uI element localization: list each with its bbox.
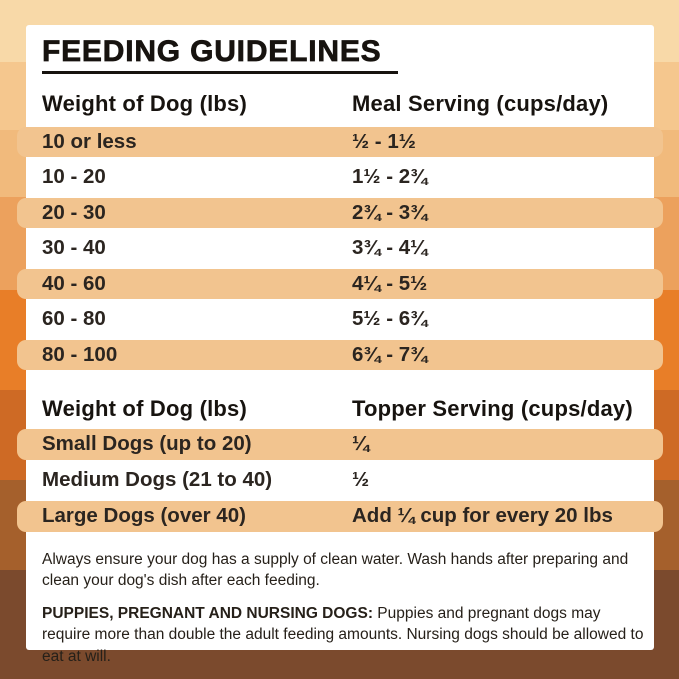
serving-cell: ½ - 1½ <box>352 129 416 153</box>
guidelines-card: FEEDING GUIDELINES Weight of Dog (lbs) M… <box>17 25 663 665</box>
puppies-note-lead: PUPPIES, PREGNANT AND NURSING DOGS: <box>42 604 373 622</box>
serving-cell: 3¾ - 4¼ <box>352 236 428 260</box>
table-row: 30 - 40 3¾ - 4¼ <box>26 231 654 267</box>
table-row: 80 - 100 6¾ - 7¾ <box>17 337 663 373</box>
serving-cell: Add ¼ cup for every 20 lbs <box>352 504 613 527</box>
table-row: 10 - 20 1½ - 2¾ <box>26 160 654 196</box>
water-note: Always ensure your dog has a supply of c… <box>42 549 646 592</box>
row-stripe <box>17 428 663 460</box>
row-stripe <box>17 304 663 335</box>
row-stripe <box>17 268 663 299</box>
footnotes: Always ensure your dog has a supply of c… <box>42 549 646 678</box>
page-title: FEEDING GUIDELINES <box>42 35 382 69</box>
meal-table-body: 10 or less ½ - 1½ 10 - 20 1½ - 2¾ 20 - 30 2¾ … <box>17 124 663 373</box>
puppies-note-text: Puppies and pregnant dogs may require mo… <box>42 604 644 665</box>
weight-cell: 20 - 30 <box>42 200 106 224</box>
column-header-topper-serving: Topper Serving (cups/day) <box>352 396 633 421</box>
serving-cell: 4¼ - 5½ <box>352 271 428 295</box>
row-stripe <box>17 126 663 157</box>
serving-cell: 1½ - 2¾ <box>352 165 428 189</box>
row-stripe <box>17 233 663 264</box>
weight-cell: 80 - 100 <box>42 342 118 366</box>
serving-cell: 6¾ - 7¾ <box>352 342 428 366</box>
meal-table-header: Weight of Dog (lbs) Meal Serving (cups/d… <box>26 91 654 117</box>
row-stripe <box>17 162 663 193</box>
weight-cell: Large Dogs (over 40) <box>42 504 246 527</box>
topper-table-body: Small Dogs (up to 20) ¼ Medium Dogs (21 to… <box>17 426 663 534</box>
serving-cell: ¼ <box>352 432 370 455</box>
water-note-text: Always ensure your dog has a supply of c… <box>42 551 629 590</box>
serving-cell: ½ <box>352 468 370 491</box>
weight-cell: 10 or less <box>42 129 137 153</box>
serving-cell: 5½ - 6¾ <box>352 307 428 331</box>
weight-cell: 10 - 20 <box>42 165 106 189</box>
weight-cell: Small Dogs (up to 20) <box>42 432 252 455</box>
puppies-note: PUPPIES, PREGNANT AND NURSING DOGS: Pupp… <box>42 603 646 667</box>
row-stripe <box>17 197 663 228</box>
column-header-weight: Weight of Dog (lbs) <box>42 91 248 116</box>
table-row: Small Dogs (up to 20) ¼ <box>17 426 663 462</box>
table-row: 20 - 30 2¾ - 3¾ <box>17 195 663 231</box>
weight-cell: Medium Dogs (21 to 40) <box>42 468 273 491</box>
topper-table-header: Weight of Dog (lbs) Topper Serving (cups… <box>26 396 654 422</box>
table-row: Large Dogs (over 40) Add ¼ cup for every … <box>17 498 663 534</box>
table-row: 60 - 80 5½ - 6¾ <box>26 302 654 338</box>
table-row: 10 or less ½ - 1½ <box>17 124 663 160</box>
weight-cell: 60 - 80 <box>42 307 106 331</box>
title-underline <box>42 71 398 74</box>
weight-cell: 30 - 40 <box>42 236 106 260</box>
column-header-weight: Weight of Dog (lbs) <box>42 396 248 421</box>
column-header-meal-serving: Meal Serving (cups/day) <box>352 91 609 116</box>
weight-cell: 40 - 60 <box>42 271 106 295</box>
row-stripe <box>17 500 663 532</box>
serving-cell: 2¾ - 3¾ <box>352 200 428 224</box>
table-row: Medium Dogs (21 to 40) ½ <box>26 462 654 498</box>
row-stripe <box>17 339 663 370</box>
table-row: 40 - 60 4¼ - 5½ <box>17 266 663 302</box>
